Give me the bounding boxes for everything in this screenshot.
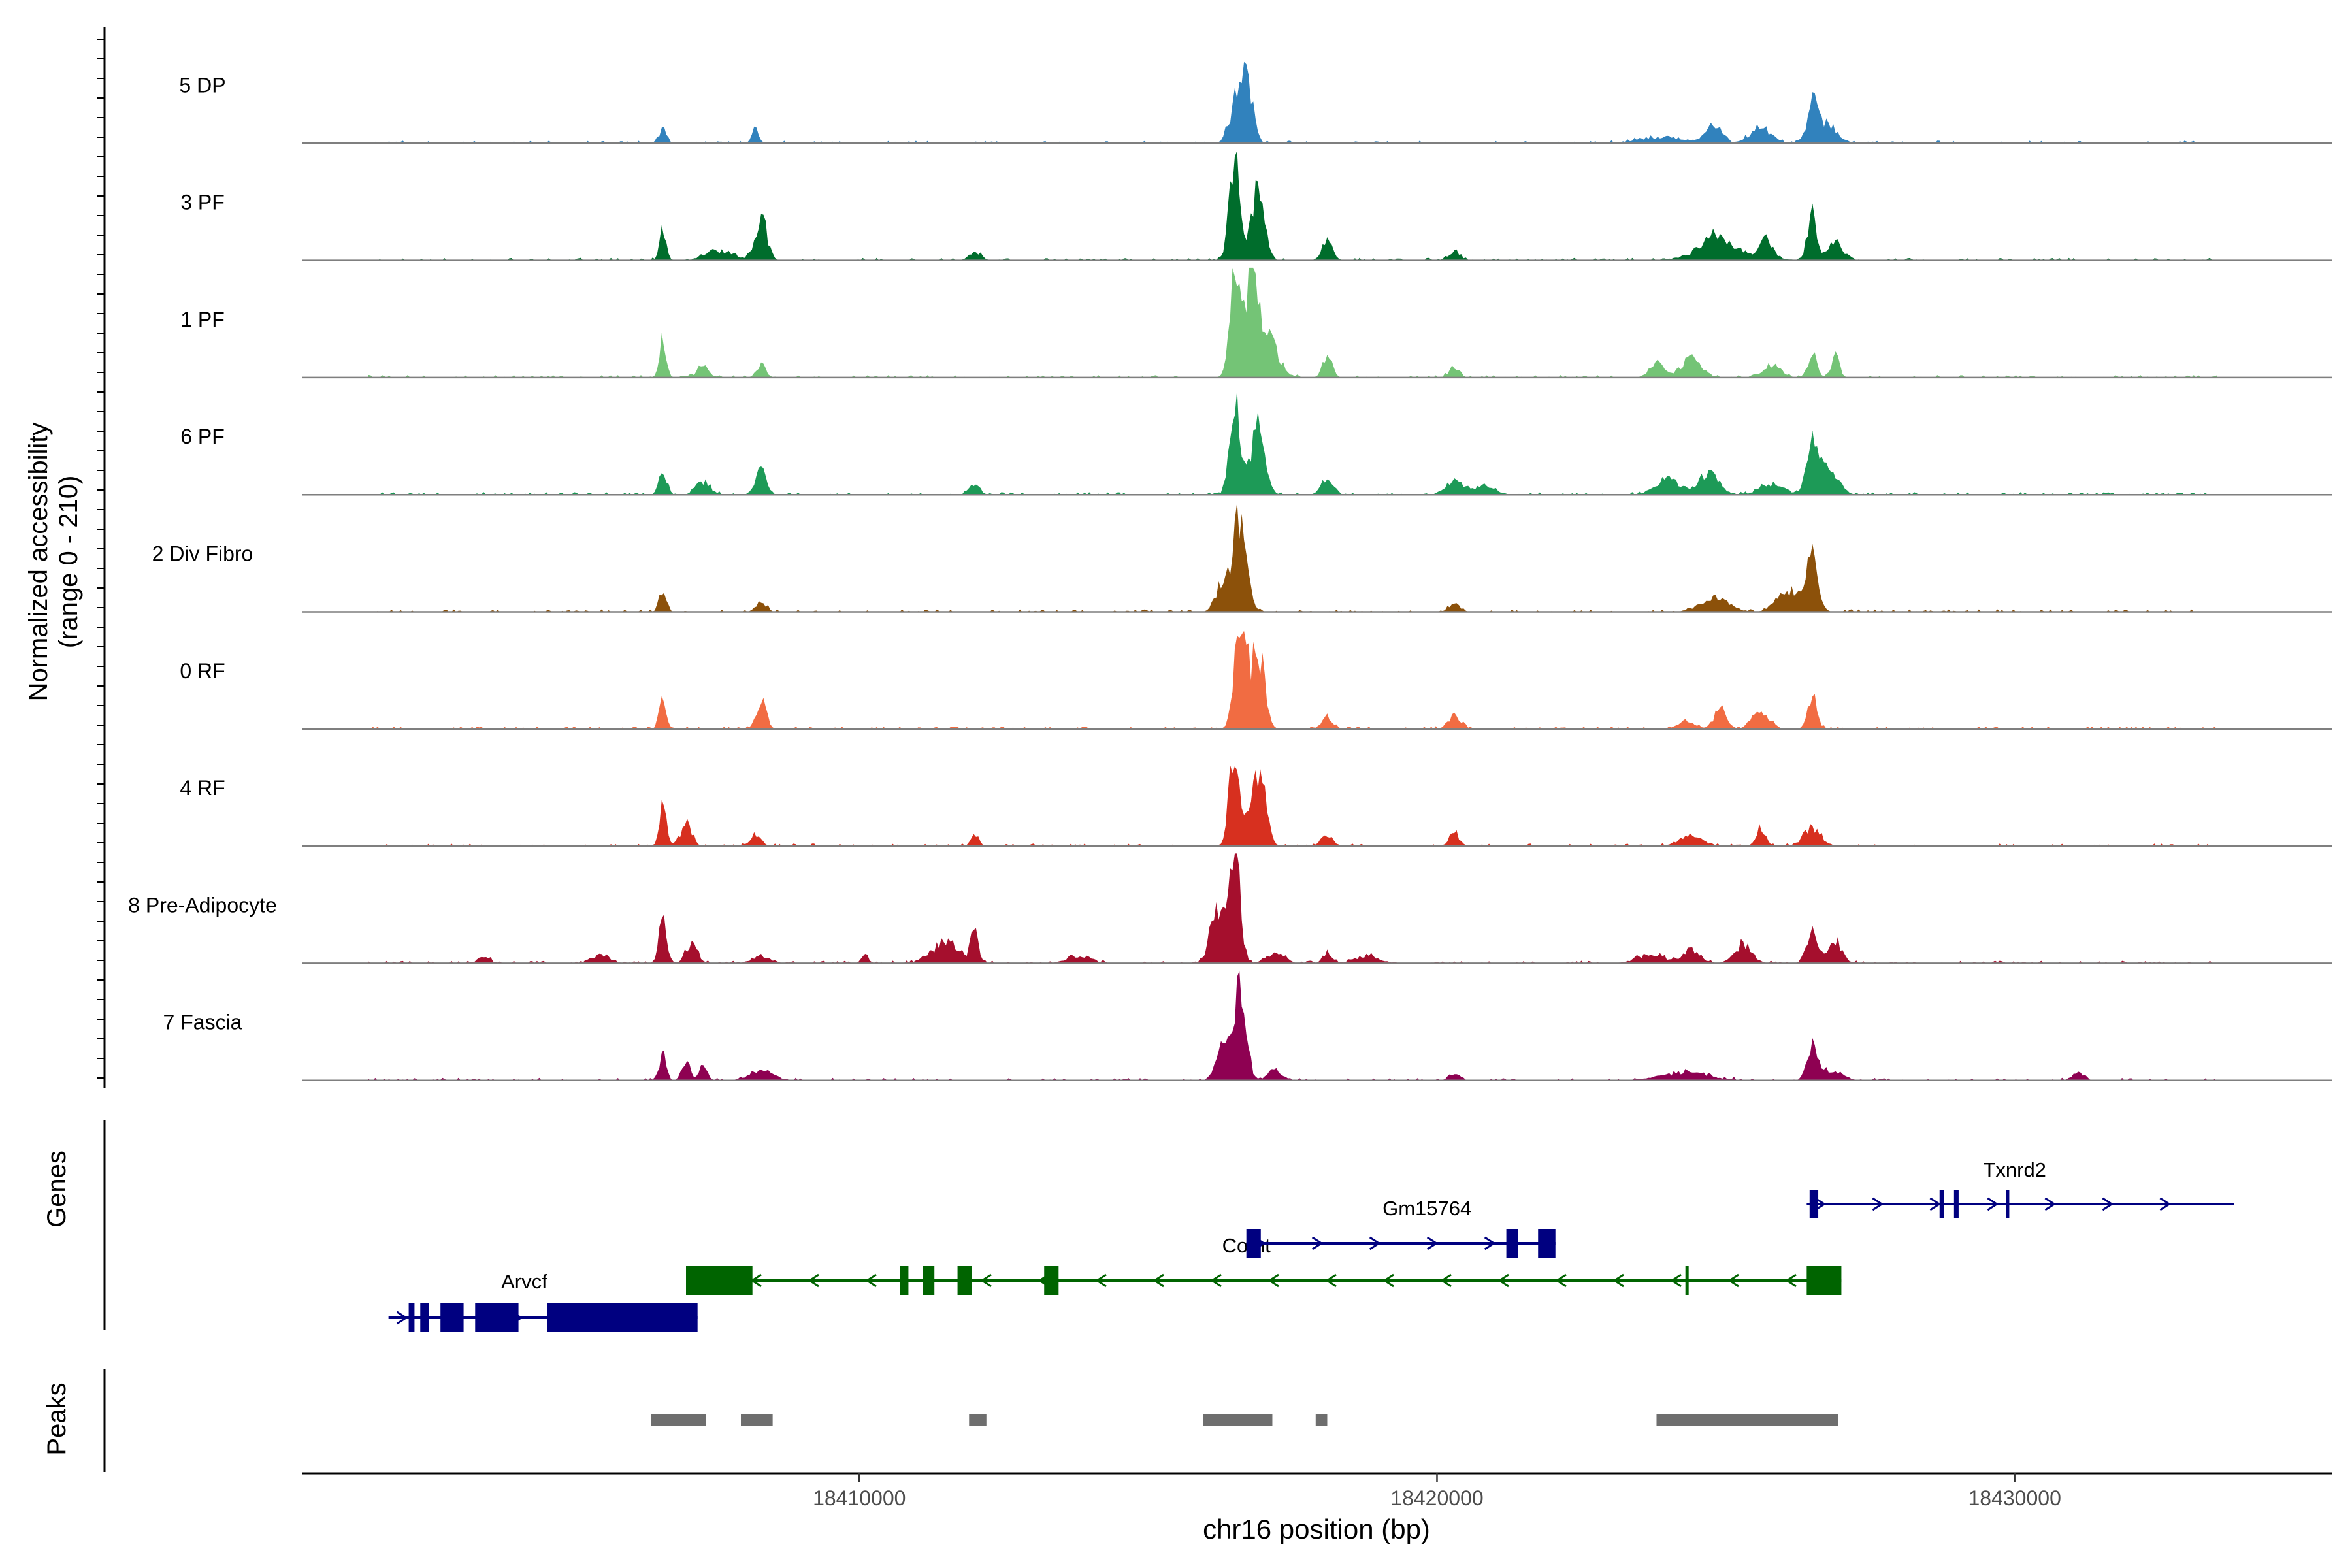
axes: 18410000 18420000 18430000: [97, 27, 2332, 1510]
track-label-8-pre-adipocyte: 8 Pre-Adipocyte: [128, 893, 277, 917]
coverage-area-6-pf: [368, 389, 2217, 495]
track-label-2-div-fibro: 2 Div Fibro: [152, 542, 253, 566]
gene-track: ArvcfComtGm15764Txnrd2: [388, 1158, 2234, 1332]
x-tick-label: 18430000: [1968, 1486, 2061, 1510]
track-label-0-rf: 0 RF: [180, 659, 225, 683]
strand-arrow: [1929, 1197, 1942, 1211]
strand-arrow: [1426, 1236, 1439, 1250]
exon: [1939, 1190, 1944, 1218]
strand-arrow: [1267, 1273, 1279, 1288]
coverage-area-5-dp: [368, 61, 2217, 144]
strand-arrow: [1872, 1197, 1884, 1211]
exon: [408, 1303, 415, 1332]
exon: [547, 1303, 698, 1332]
peak-region: [1203, 1414, 1273, 1426]
strand-arrow: [1727, 1273, 1739, 1288]
exon: [1685, 1266, 1689, 1295]
track-label-6-pf: 6 PF: [180, 425, 225, 448]
strand-arrow: [808, 1273, 819, 1288]
strand-arrow: [2102, 1197, 2114, 1211]
exon: [957, 1266, 972, 1295]
coverage-tracks: 5 DP 3 PF 1 PF 6 PF 2 Div Fibro 0 RF 4 RF 8 Pre…: [128, 61, 2332, 1081]
track-label-3-pf: 3 PF: [180, 191, 225, 214]
strand-arrow: [865, 1273, 877, 1288]
gene-gm15764: Gm15764: [1246, 1197, 1556, 1258]
strand-arrow: [1785, 1273, 1797, 1288]
strand-arrow: [1311, 1236, 1324, 1250]
coverage-area-8-pre-adipocyte: [368, 853, 2217, 964]
exon: [475, 1303, 519, 1332]
strand-arrow: [1440, 1273, 1452, 1288]
coverage-area-3-pf: [368, 150, 2217, 261]
strand-arrow: [1152, 1273, 1164, 1288]
peak-track: [651, 1414, 1838, 1426]
strand-arrow: [1484, 1236, 1496, 1250]
peak-region: [741, 1414, 773, 1426]
exon: [1953, 1190, 1959, 1218]
gene-name-gm15764: Gm15764: [1382, 1197, 1471, 1220]
strand-arrow: [2044, 1197, 2057, 1211]
exon: [1809, 1190, 1819, 1218]
coverage-area-1-pf: [368, 267, 2217, 378]
x-tick-label: 18410000: [813, 1486, 906, 1510]
strand-arrow: [1497, 1273, 1509, 1288]
peak-region: [969, 1414, 987, 1426]
track-label-7-fascia: 7 Fascia: [163, 1011, 242, 1034]
exon: [686, 1266, 753, 1295]
peak-region: [1315, 1414, 1328, 1426]
strand-arrow: [2159, 1197, 2172, 1211]
track-label-4-rf: 4 RF: [180, 776, 225, 800]
strand-arrow: [1095, 1273, 1107, 1288]
exon: [923, 1266, 935, 1295]
gene-name-arvcf: Arvcf: [501, 1270, 547, 1293]
y-axis-title: Normalized accessibility: [24, 423, 53, 702]
exon: [1044, 1266, 1059, 1295]
track-label-1-pf: 1 PF: [180, 308, 225, 331]
strand-arrow: [1612, 1273, 1624, 1288]
strand-arrow: [980, 1273, 992, 1288]
strand-arrow: [1555, 1273, 1567, 1288]
exon: [900, 1266, 909, 1295]
gene-name-txnrd2: Txnrd2: [1983, 1158, 2046, 1181]
track-label-5-dp: 5 DP: [179, 73, 225, 97]
coverage-area-4-rf: [368, 765, 2217, 847]
coverage-area-0-rf: [368, 630, 2217, 729]
strand-arrow: [1325, 1273, 1337, 1288]
exon: [420, 1303, 429, 1332]
strand-arrow: [1210, 1273, 1222, 1288]
exon: [1506, 1229, 1518, 1258]
gene-arvcf: Arvcf: [388, 1270, 698, 1332]
strand-arrow: [1369, 1236, 1381, 1250]
y-axis-range-label: (range 0 - 210): [54, 476, 83, 649]
gene-txnrd2: Txnrd2: [1806, 1158, 2234, 1218]
exon: [2006, 1190, 2010, 1218]
strand-arrow: [396, 1311, 408, 1325]
exon: [1538, 1229, 1556, 1258]
exon: [440, 1303, 464, 1332]
coverage-area-7-fascia: [368, 970, 2217, 1081]
coverage-area-2-div-fibro: [368, 502, 2217, 612]
strand-arrow: [1382, 1273, 1394, 1288]
strand-arrow: [1987, 1197, 1999, 1211]
peak-region: [651, 1414, 706, 1426]
exon: [1806, 1266, 1842, 1295]
peaks-track-label: Peaks: [42, 1382, 71, 1455]
x-tick-label: 18420000: [1390, 1486, 1483, 1510]
x-axis-title: chr16 position (bp): [1203, 1514, 1430, 1544]
strand-arrow: [1670, 1273, 1682, 1288]
exon: [1246, 1229, 1261, 1258]
genes-track-label: Genes: [42, 1151, 71, 1228]
peak-region: [1656, 1414, 1838, 1426]
